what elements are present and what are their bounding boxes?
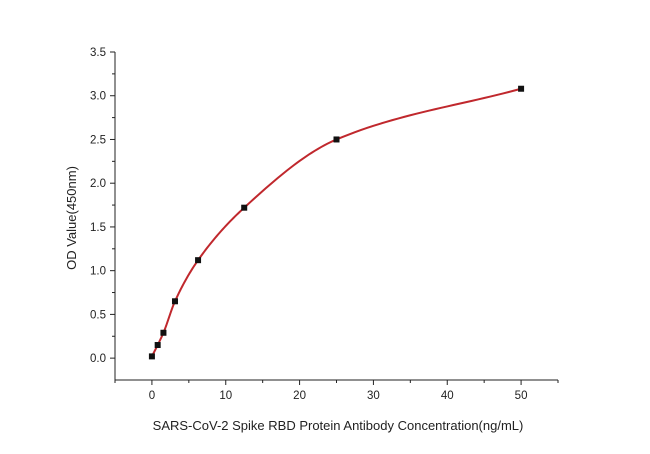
data-point xyxy=(241,204,248,211)
y-tick-label: 3.0 xyxy=(90,91,106,103)
data-points-layer xyxy=(148,85,525,360)
x-tick-label: 10 xyxy=(219,390,232,402)
y-tick-label: 2.0 xyxy=(90,178,106,190)
data-point xyxy=(333,136,340,143)
x-tick-label: 50 xyxy=(515,390,528,402)
fit-curve-layer xyxy=(151,87,522,357)
x-tick-label: 20 xyxy=(293,390,306,402)
data-point xyxy=(148,353,155,360)
x-axis-label: SARS-CoV-2 Spike RBD Protein Antibody Co… xyxy=(153,418,524,433)
data-point xyxy=(154,342,161,349)
fit-curve xyxy=(151,87,522,357)
data-point xyxy=(518,85,525,92)
axes: 0.0 0.5 1.0 1.5 2.0 2.5 3.0 3.5 0 10 20 30 40 50 xyxy=(90,47,559,402)
data-point xyxy=(160,329,167,336)
y-tick-label: 2.5 xyxy=(90,134,106,146)
y-tick-label: 0.5 xyxy=(90,309,106,321)
x-tick-label: 40 xyxy=(441,390,454,402)
x-tick-label: 30 xyxy=(367,390,380,402)
y-tick-label: 3.5 xyxy=(90,47,106,59)
y-axis-label: OD Value(450nm) xyxy=(64,166,79,270)
y-tick-label: 1.5 xyxy=(90,222,106,234)
x-tick-label: 0 xyxy=(149,390,155,402)
y-tick-label: 1.0 xyxy=(90,266,106,278)
y-tick-label: 0.0 xyxy=(90,353,106,365)
data-point xyxy=(171,298,178,305)
data-point xyxy=(195,257,202,264)
